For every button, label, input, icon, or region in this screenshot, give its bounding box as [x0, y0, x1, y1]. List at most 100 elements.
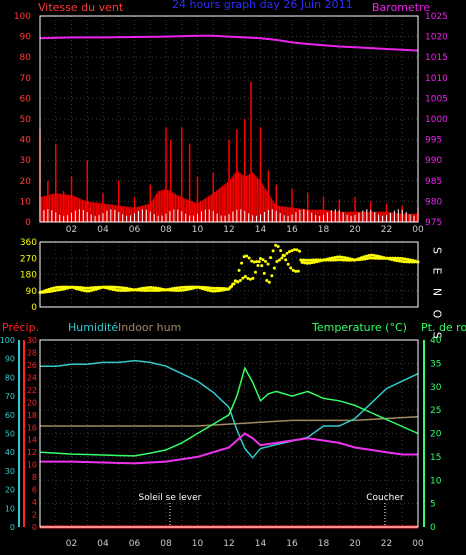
direction-point — [396, 256, 400, 260]
direction-point — [299, 258, 303, 262]
direction-point — [333, 255, 337, 259]
direction-point — [180, 285, 184, 289]
humidity-tick-label: 60 — [5, 411, 15, 420]
direction-point — [405, 260, 409, 264]
direction-point — [82, 289, 86, 293]
direction-point — [177, 288, 181, 292]
dir-y-tick-label: 90 — [26, 287, 38, 297]
direction-point — [46, 290, 50, 294]
x-tick-label: 04 — [97, 225, 109, 235]
direction-point — [207, 286, 211, 290]
direction-point — [54, 285, 58, 289]
wind-frame — [39, 15, 419, 223]
direction-point — [238, 278, 242, 282]
wind-y-tick-label: 60 — [20, 94, 32, 104]
baro-y-tick-label: 1015 — [425, 53, 448, 63]
direction-point — [334, 258, 338, 262]
direction-point — [280, 256, 284, 260]
direction-point — [361, 257, 365, 261]
direction-point — [120, 286, 124, 290]
direction-point — [211, 289, 215, 293]
humidity-tick-label: 20 — [5, 486, 15, 495]
x-tick-label: 12 — [223, 539, 234, 549]
direction-point — [277, 258, 281, 262]
direction-point — [267, 280, 271, 284]
precip-tick-label: 24 — [27, 373, 37, 382]
direction-point — [240, 261, 244, 265]
direction-point — [308, 261, 312, 265]
direction-point — [90, 288, 94, 292]
direction-point — [252, 260, 256, 264]
x-tick-label: 22 — [381, 539, 392, 549]
direction-point — [269, 256, 273, 260]
baro-y-tick-label: 1025 — [425, 12, 448, 22]
direction-point — [175, 286, 179, 290]
precip-tick-label: 18 — [27, 411, 37, 420]
temperature-tick-label: 35 — [430, 359, 441, 369]
direction-point — [374, 254, 378, 258]
direction-point — [303, 261, 307, 265]
direction-point — [116, 288, 120, 292]
humidity-tick-label: 30 — [5, 467, 15, 476]
x-tick-label: 08 — [160, 539, 172, 549]
chart-title: 24 hours graph day 26 Juin 2011 — [172, 0, 353, 11]
x-tick-label: 18 — [318, 539, 330, 549]
direction-point — [311, 258, 315, 262]
direction-point — [398, 256, 402, 260]
indoor-hum-label: Indoor hum — [118, 321, 181, 334]
direction-point — [112, 285, 116, 289]
direction-point — [246, 276, 250, 280]
precip-tick-label: 26 — [27, 361, 37, 370]
direction-point — [121, 289, 125, 293]
direction-point — [366, 257, 370, 261]
direction-point — [372, 253, 376, 257]
precip-tick-label: 16 — [27, 423, 37, 432]
x-tick-label: 12 — [223, 225, 234, 235]
direction-point — [119, 288, 123, 292]
x-tick-label: 16 — [286, 539, 298, 549]
direction-point — [243, 274, 247, 278]
wind-y-tick-label: 0 — [25, 218, 31, 228]
direction-point — [401, 257, 405, 261]
direction-point — [335, 255, 339, 259]
direction-point — [266, 262, 270, 266]
precip-tick-label: 2 — [32, 511, 37, 520]
humidity-tick-label: 100 — [0, 336, 15, 345]
humidity-tick-label: 80 — [5, 373, 15, 382]
temperature-tick-label: 10 — [430, 476, 442, 486]
direction-point — [146, 286, 150, 290]
direction-point — [141, 286, 145, 290]
direction-point — [367, 253, 371, 257]
dewpoint-label: Pt. de rosée — [421, 321, 466, 334]
direction-point — [294, 269, 298, 273]
direction-point — [59, 285, 63, 289]
baro-y-tick-label: 985 — [425, 177, 442, 187]
direction-point — [296, 269, 300, 273]
baro-y-tick-label: 995 — [425, 136, 442, 146]
x-tick-label: 06 — [129, 539, 141, 549]
direction-point — [343, 256, 347, 260]
humidity-temperature-panel: 02 04 06 08 10 12 14 16 18 20 22 000102030405060708… — [0, 336, 442, 549]
baro-axis-label: Barometre — [372, 1, 430, 14]
direction-point — [145, 288, 149, 292]
dewpoint-line — [40, 432, 418, 465]
direction-point — [287, 250, 291, 254]
humidity-line — [40, 359, 419, 459]
direction-point — [110, 285, 114, 289]
direction-point — [282, 254, 286, 258]
baro-y-tick-label: 1010 — [425, 74, 448, 84]
baro-y-tick-label: 990 — [425, 156, 442, 166]
direction-point — [364, 254, 368, 258]
direction-point — [115, 285, 119, 289]
direction-point — [143, 288, 147, 292]
direction-point — [144, 286, 148, 290]
precip-tick-label: 4 — [32, 498, 37, 507]
direction-point — [403, 257, 407, 261]
direction-point — [183, 285, 187, 289]
direction-point — [111, 288, 115, 292]
direction-point — [204, 286, 208, 290]
precip-tick-label: 22 — [27, 386, 37, 395]
precip-tick-label: 8 — [32, 473, 37, 482]
direction-point — [301, 258, 305, 262]
direction-point — [153, 289, 157, 293]
